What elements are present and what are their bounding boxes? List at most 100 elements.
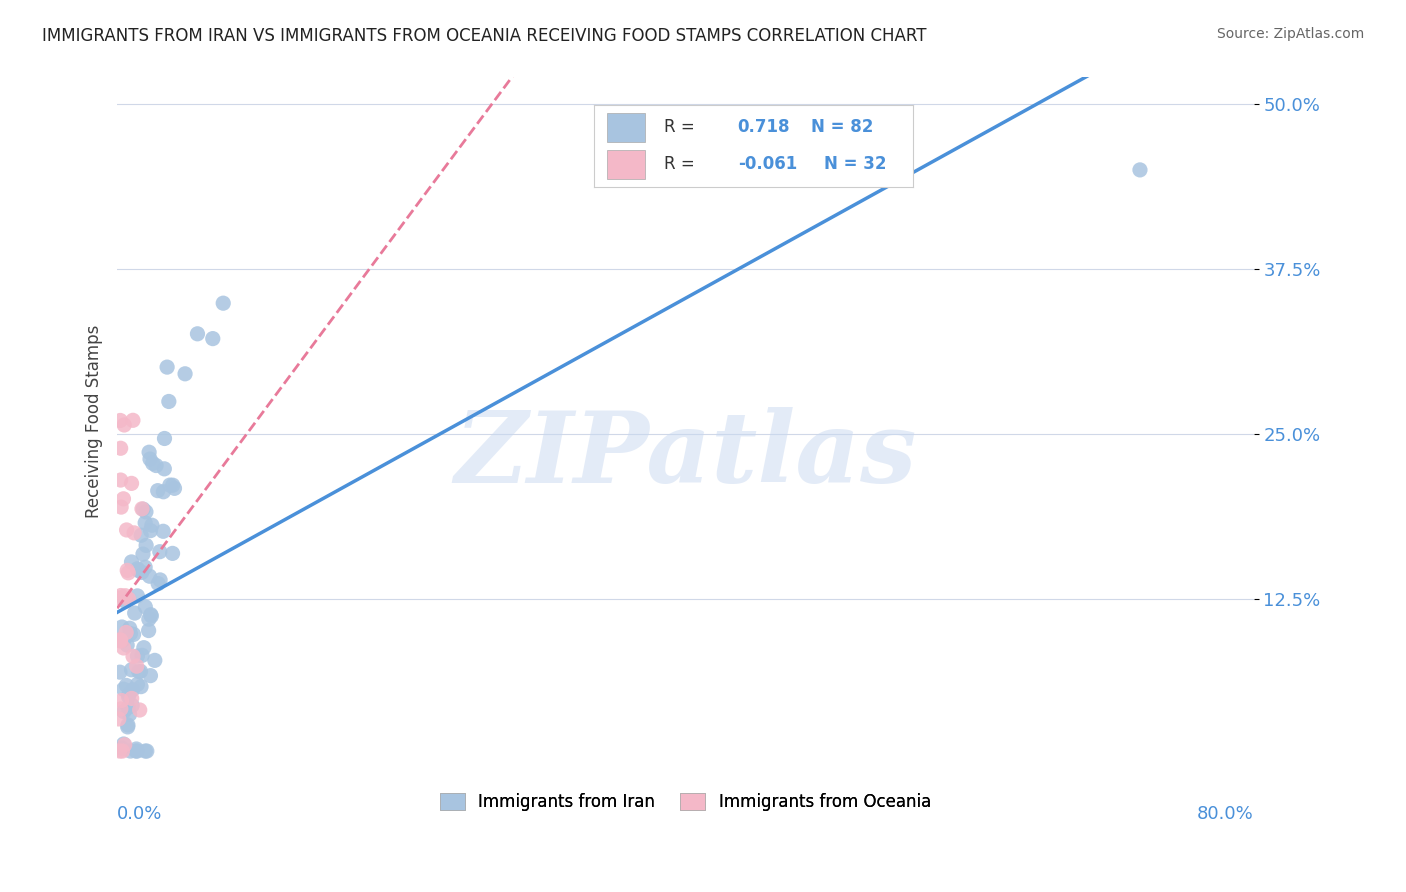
Point — [114, 589, 136, 603]
Point — [139, 607, 162, 622]
Point — [153, 462, 176, 476]
Text: Source: ZipAtlas.com: Source: ZipAtlas.com — [1216, 27, 1364, 41]
Point — [110, 634, 132, 648]
Point — [131, 501, 153, 516]
Point — [120, 744, 142, 758]
Text: 0.0%: 0.0% — [117, 805, 163, 823]
Point — [139, 668, 162, 682]
Point — [152, 524, 174, 539]
Point — [110, 632, 132, 647]
Point — [135, 505, 157, 519]
Point — [129, 665, 152, 679]
Point — [110, 632, 132, 647]
Point — [159, 478, 181, 492]
Point — [134, 516, 156, 530]
Point — [125, 744, 148, 758]
Point — [107, 591, 129, 605]
Point — [131, 648, 153, 663]
Point — [118, 707, 141, 722]
Point — [201, 332, 224, 346]
Point — [127, 589, 149, 603]
Point — [139, 524, 162, 538]
Point — [163, 481, 186, 495]
Point — [157, 394, 180, 409]
Point — [107, 712, 129, 726]
Point — [121, 698, 143, 713]
Point — [149, 573, 172, 587]
Point — [110, 589, 132, 603]
Point — [125, 659, 148, 673]
Point — [156, 360, 179, 375]
Point — [117, 718, 139, 732]
Text: ZIPatlas: ZIPatlas — [454, 407, 917, 503]
Point — [117, 700, 139, 714]
Point — [132, 640, 155, 655]
Point — [115, 638, 138, 652]
Point — [141, 609, 163, 624]
Point — [112, 491, 135, 506]
Point — [122, 525, 145, 540]
Point — [127, 677, 149, 691]
Point — [110, 442, 132, 456]
Point — [110, 693, 132, 707]
Point — [110, 413, 132, 427]
Point — [111, 741, 134, 756]
Point — [115, 563, 138, 577]
Point — [110, 473, 132, 487]
Point — [117, 592, 139, 607]
Y-axis label: Receiving Food Stamps: Receiving Food Stamps — [86, 324, 103, 517]
Point — [121, 682, 143, 697]
Point — [114, 594, 136, 608]
Point — [115, 625, 138, 640]
Point — [122, 627, 145, 641]
Point — [124, 606, 146, 620]
Point — [143, 653, 166, 667]
Point — [121, 476, 143, 491]
Text: IMMIGRANTS FROM IRAN VS IMMIGRANTS FROM OCEANIA RECEIVING FOOD STAMPS CORRELATIO: IMMIGRANTS FROM IRAN VS IMMIGRANTS FROM … — [42, 27, 927, 45]
Point — [135, 538, 157, 552]
Point — [212, 296, 235, 310]
Point — [129, 528, 152, 542]
Point — [121, 691, 143, 706]
Legend: Immigrants from Iran, Immigrants from Oceania: Immigrants from Iran, Immigrants from Oc… — [433, 786, 938, 818]
Point — [127, 563, 149, 577]
Point — [112, 705, 135, 719]
Point — [108, 633, 131, 648]
Point — [162, 546, 184, 560]
Point — [128, 703, 150, 717]
Point — [118, 621, 141, 635]
Point — [135, 744, 157, 758]
Point — [138, 612, 160, 626]
Point — [111, 620, 134, 634]
Point — [122, 649, 145, 664]
Point — [134, 744, 156, 758]
Point — [127, 648, 149, 663]
Point — [129, 680, 152, 694]
Point — [141, 518, 163, 533]
Point — [132, 502, 155, 516]
Point — [138, 445, 160, 459]
Point — [115, 678, 138, 692]
Point — [127, 744, 149, 758]
Point — [145, 458, 167, 473]
Point — [108, 665, 131, 680]
Point — [146, 576, 169, 591]
Point — [1129, 162, 1152, 177]
Point — [174, 367, 197, 381]
Point — [127, 562, 149, 576]
Point — [118, 688, 141, 702]
Point — [112, 640, 135, 655]
Point — [121, 663, 143, 677]
Point — [138, 624, 160, 638]
Point — [112, 682, 135, 697]
Point — [149, 544, 172, 558]
Point — [115, 523, 138, 537]
Point — [117, 720, 139, 734]
Point — [128, 665, 150, 679]
Point — [146, 483, 169, 498]
Point — [120, 626, 142, 640]
Point — [152, 484, 174, 499]
Point — [134, 599, 156, 614]
Text: 80.0%: 80.0% — [1197, 805, 1254, 823]
Point — [138, 569, 160, 583]
